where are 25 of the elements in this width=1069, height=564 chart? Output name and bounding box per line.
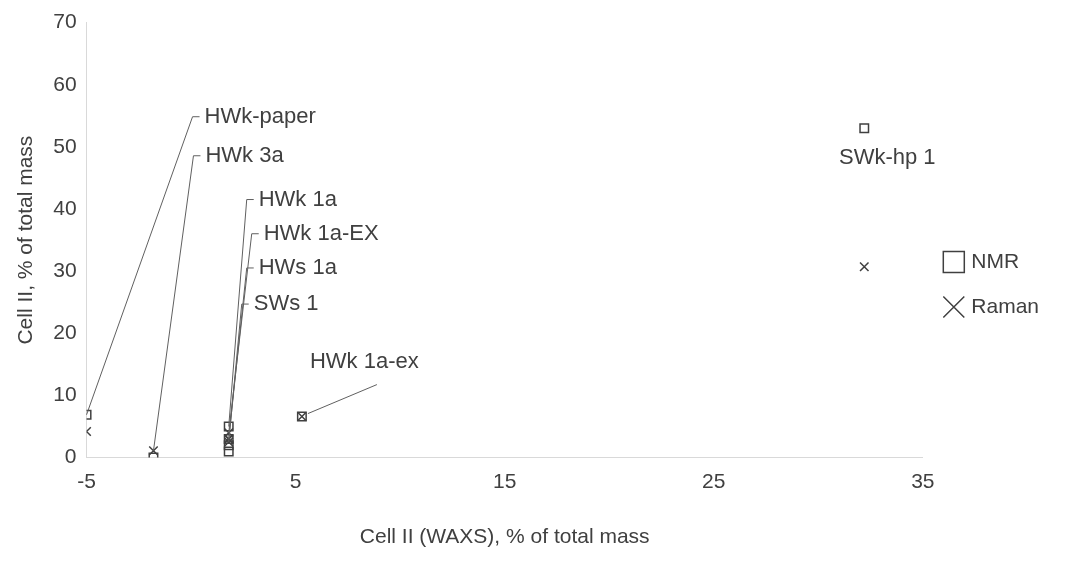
annotation: HWk 3a [205,141,285,167]
legend-label: NMR [971,248,1020,272]
legend-label: Raman [971,293,1040,317]
y-tick-label: 60 [53,71,77,95]
y-tick-label: 10 [53,382,77,406]
y-axis-title: Cell II, % of total mass [13,135,37,345]
x-tick-label: 5 [289,469,302,492]
annotation: HWk 1a-ex [309,347,419,373]
y-tick-label: 20 [53,320,77,344]
y-tick-label: 30 [53,257,77,281]
annotation: HWk 1a [258,185,338,211]
annotation: HWk 1a-EX [263,219,379,245]
y-tick-label: 0 [64,444,77,468]
y-tick-label: 40 [53,195,77,219]
x-tick-label: -5 [77,469,96,492]
annotation: SWs 1 [253,290,319,316]
annotation: HWs 1a [258,254,338,280]
y-tick-label: 70 [53,9,77,33]
x-tick-label: 35 [911,469,935,492]
annotation: SWk-hp 1 [838,144,936,170]
annotation: HWk-paper [204,102,316,128]
x-tick-label: 15 [493,469,517,492]
x-axis-title: Cell II (WAXS), % of total mass [359,524,650,548]
y-tick-label: 50 [53,133,77,157]
x-tick-label: 25 [702,469,726,492]
